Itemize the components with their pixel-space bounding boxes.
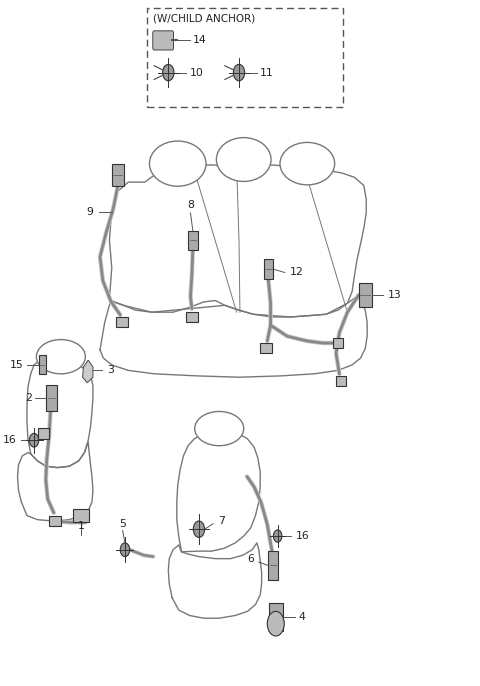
Text: 14: 14	[193, 36, 206, 45]
Ellipse shape	[149, 141, 206, 186]
Text: 1: 1	[78, 521, 84, 532]
Text: 16: 16	[2, 435, 16, 445]
Text: 8: 8	[187, 200, 194, 210]
Bar	[73, 509, 89, 522]
Text: 12: 12	[289, 268, 303, 277]
Circle shape	[233, 64, 245, 81]
Bar	[333, 338, 343, 348]
Text: 13: 13	[388, 290, 402, 300]
Text: 2: 2	[25, 393, 32, 403]
Circle shape	[267, 611, 284, 636]
FancyBboxPatch shape	[153, 31, 173, 50]
Text: 3: 3	[107, 366, 114, 375]
Ellipse shape	[195, 412, 244, 446]
Bar	[260, 343, 272, 353]
Ellipse shape	[36, 340, 85, 374]
Text: 7: 7	[218, 516, 225, 526]
Text: (W/CHILD ANCHOR): (W/CHILD ANCHOR)	[153, 13, 255, 23]
Bar	[112, 164, 124, 185]
Bar	[188, 230, 198, 250]
Text: 4: 4	[299, 612, 305, 622]
Text: 15: 15	[10, 360, 23, 370]
Bar	[268, 551, 277, 580]
Text: 6: 6	[247, 554, 254, 564]
Bar	[38, 355, 46, 375]
Bar	[116, 317, 128, 327]
Bar	[264, 259, 273, 279]
Text: 10: 10	[190, 68, 204, 78]
Circle shape	[274, 530, 282, 542]
Ellipse shape	[216, 138, 271, 181]
Circle shape	[163, 64, 174, 81]
Bar	[186, 312, 198, 322]
Polygon shape	[83, 360, 93, 383]
Circle shape	[193, 521, 204, 537]
Bar	[49, 516, 61, 526]
Bar	[37, 428, 49, 438]
Circle shape	[29, 434, 39, 447]
Circle shape	[120, 543, 130, 556]
Bar	[269, 603, 283, 630]
FancyBboxPatch shape	[147, 8, 343, 107]
Text: 16: 16	[296, 531, 309, 541]
Text: 9: 9	[86, 207, 94, 217]
Text: 5: 5	[119, 519, 126, 529]
Bar	[46, 385, 57, 411]
Ellipse shape	[280, 143, 335, 185]
Bar	[336, 375, 346, 386]
Text: 11: 11	[260, 68, 274, 78]
Bar	[359, 283, 372, 307]
